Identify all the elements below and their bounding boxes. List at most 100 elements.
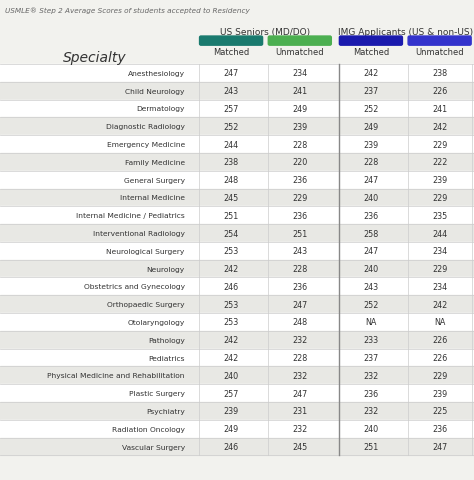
Text: 247: 247: [432, 442, 447, 451]
Text: NA: NA: [365, 318, 376, 327]
Text: Neurology: Neurology: [146, 266, 185, 272]
Text: 253: 253: [223, 247, 239, 256]
Text: Child Neurology: Child Neurology: [125, 88, 185, 95]
Text: Anesthesiology: Anesthesiology: [128, 71, 185, 77]
Text: 249: 249: [292, 105, 308, 114]
Text: 239: 239: [432, 389, 447, 398]
Text: 236: 236: [364, 389, 378, 398]
Text: Dermatology: Dermatology: [137, 106, 185, 112]
Text: 242: 242: [432, 300, 447, 309]
Text: 251: 251: [363, 442, 379, 451]
FancyBboxPatch shape: [200, 37, 263, 46]
Text: 232: 232: [292, 424, 308, 433]
Text: 244: 244: [432, 229, 447, 238]
Text: 239: 239: [292, 122, 308, 132]
Bar: [0, 402, 474, 420]
Text: Plastic Surgery: Plastic Surgery: [129, 390, 185, 396]
Text: 242: 242: [432, 122, 447, 132]
FancyBboxPatch shape: [339, 37, 402, 46]
Text: 242: 242: [223, 353, 239, 362]
Text: 236: 236: [432, 424, 447, 433]
Text: 257: 257: [223, 389, 239, 398]
Text: 225: 225: [432, 407, 447, 416]
Bar: [0, 225, 474, 242]
Bar: [0, 260, 474, 278]
Text: 253: 253: [223, 300, 239, 309]
Bar: [0, 83, 474, 100]
Bar: [0, 331, 474, 349]
FancyBboxPatch shape: [268, 37, 331, 46]
Text: 254: 254: [223, 229, 239, 238]
Text: 239: 239: [223, 407, 239, 416]
Text: 242: 242: [363, 69, 379, 78]
Text: 237: 237: [363, 87, 379, 96]
Text: 247: 247: [292, 389, 308, 398]
Bar: [0, 171, 474, 189]
Text: 228: 228: [292, 140, 308, 149]
Text: 234: 234: [292, 69, 307, 78]
Text: 228: 228: [292, 353, 308, 362]
Text: 229: 229: [432, 140, 447, 149]
Bar: [0, 438, 474, 456]
Text: 222: 222: [432, 158, 447, 167]
Text: 236: 236: [364, 211, 378, 220]
Text: 242: 242: [223, 336, 239, 345]
Text: 248: 248: [224, 176, 238, 185]
Text: Diagnostic Radiology: Diagnostic Radiology: [106, 124, 185, 130]
Text: 247: 247: [292, 300, 308, 309]
Text: Specialty: Specialty: [63, 50, 127, 64]
Text: 240: 240: [364, 264, 378, 274]
Text: 226: 226: [432, 87, 447, 96]
Bar: [0, 296, 474, 313]
Text: Physical Medicine and Rehabilitation: Physical Medicine and Rehabilitation: [47, 372, 185, 379]
Text: Neurological Surgery: Neurological Surgery: [107, 248, 185, 254]
Text: Psychiatry: Psychiatry: [146, 408, 185, 414]
Text: 229: 229: [432, 193, 447, 203]
Text: Vascular Surgery: Vascular Surgery: [122, 444, 185, 450]
Text: 247: 247: [363, 247, 379, 256]
Bar: [0, 420, 474, 438]
Text: 229: 229: [292, 193, 308, 203]
Bar: [0, 154, 474, 171]
Text: 252: 252: [363, 300, 379, 309]
Text: 241: 241: [292, 87, 307, 96]
Bar: [0, 118, 474, 136]
Text: 220: 220: [292, 158, 308, 167]
Text: 239: 239: [363, 140, 379, 149]
Text: IMG Applicants (US & non-US): IMG Applicants (US & non-US): [337, 28, 473, 37]
Text: 251: 251: [292, 229, 308, 238]
Bar: [0, 242, 474, 260]
Text: 252: 252: [223, 122, 239, 132]
Bar: [0, 313, 474, 331]
Text: 232: 232: [363, 371, 379, 380]
Text: 236: 236: [292, 282, 307, 291]
Bar: [0, 384, 474, 402]
Text: 226: 226: [432, 336, 447, 345]
Text: 238: 238: [224, 158, 238, 167]
Text: Radiation Oncology: Radiation Oncology: [112, 426, 185, 432]
Text: 231: 231: [292, 407, 307, 416]
Text: Orthopaedic Surgery: Orthopaedic Surgery: [107, 301, 185, 308]
Text: 236: 236: [292, 176, 307, 185]
Text: 244: 244: [224, 140, 238, 149]
Text: 238: 238: [432, 69, 447, 78]
Text: 236: 236: [292, 211, 307, 220]
Text: 253: 253: [223, 318, 239, 327]
Text: 234: 234: [432, 247, 447, 256]
Text: 233: 233: [364, 336, 378, 345]
Text: 243: 243: [224, 87, 238, 96]
Text: 245: 245: [223, 193, 239, 203]
Text: 228: 228: [363, 158, 379, 167]
Text: 240: 240: [364, 424, 378, 433]
Text: 257: 257: [223, 105, 239, 114]
Text: 232: 232: [292, 336, 308, 345]
Text: 232: 232: [292, 371, 308, 380]
FancyBboxPatch shape: [408, 37, 471, 46]
Text: 240: 240: [224, 371, 238, 380]
Text: 249: 249: [223, 424, 239, 433]
Text: 234: 234: [432, 282, 447, 291]
Text: NA: NA: [434, 318, 445, 327]
Text: Otolaryngology: Otolaryngology: [128, 319, 185, 325]
Text: US Seniors (MD/DO): US Seniors (MD/DO): [220, 28, 310, 37]
Text: 247: 247: [363, 176, 379, 185]
